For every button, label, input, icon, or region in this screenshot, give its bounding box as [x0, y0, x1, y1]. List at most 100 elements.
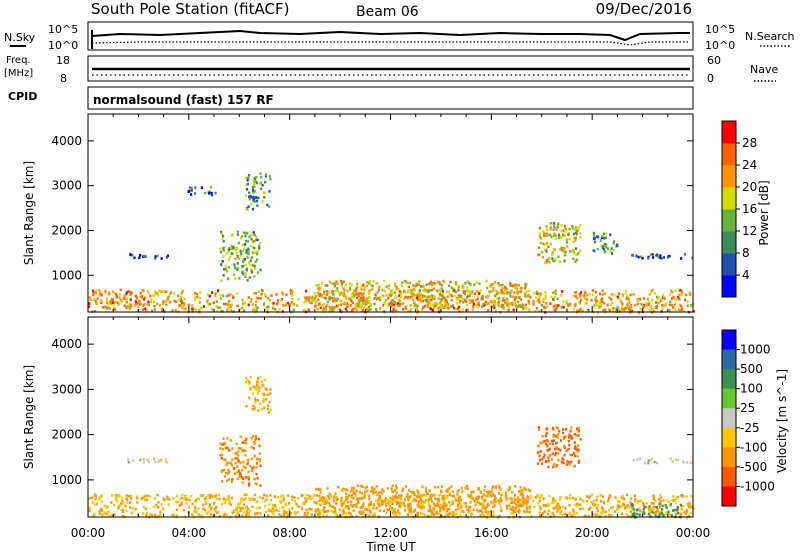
velocity-cell: [224, 442, 227, 445]
power-cell: [296, 304, 299, 307]
power-cell: [167, 295, 170, 299]
velocity-cell: [352, 509, 355, 512]
velocity-cell: [548, 454, 551, 457]
power-cell: [417, 309, 420, 313]
velocity-cell: [141, 512, 145, 515]
velocity-cell: [551, 511, 554, 515]
power-cell: [464, 289, 467, 293]
velocity-cell: [304, 497, 307, 500]
power-cell: [602, 308, 605, 312]
velocity-cell: [584, 514, 587, 517]
velocity-cell: [151, 513, 154, 517]
velocity-cell: [239, 461, 242, 464]
power-cell: [536, 292, 539, 295]
power-cell: [560, 224, 563, 227]
velocity-cell: [236, 470, 239, 474]
power-cell: [323, 307, 326, 311]
power-cell: [352, 295, 355, 299]
velocity-cell: [444, 502, 447, 505]
power-cell: [677, 295, 680, 299]
velocity-cell: [675, 512, 678, 516]
power-cell: [552, 228, 555, 231]
power-cell: [207, 302, 210, 306]
velocity-cell: [504, 491, 507, 494]
velocity-cell: [186, 497, 189, 500]
velocity-cell: [601, 512, 604, 515]
power-cell: [545, 225, 548, 228]
power-cell: [661, 307, 664, 310]
power-cell: [621, 302, 624, 306]
velocity-cell: [537, 502, 540, 505]
velocity-cell: [552, 497, 555, 500]
velocity-cell: [520, 489, 523, 492]
velocity-y-tick-label: 1000: [51, 473, 82, 487]
velocity-cell: [487, 503, 490, 507]
power-cell: [290, 301, 293, 304]
power-cell: [391, 292, 394, 295]
power-cell: [365, 301, 368, 304]
velocity-cell: [655, 505, 658, 509]
power-cell: [252, 191, 255, 194]
velocity-cell: [599, 493, 602, 497]
velocity-cell: [657, 511, 660, 514]
velocity-cell: [244, 466, 247, 469]
velocity-cell: [539, 441, 542, 444]
power-colorbar-tick-label: 24: [742, 158, 757, 172]
velocity-cell: [480, 509, 483, 513]
power-cell: [194, 291, 197, 295]
power-cell: [605, 246, 608, 249]
velocity-cell: [596, 506, 599, 510]
velocity-cell: [548, 504, 551, 507]
power-cell: [198, 296, 202, 300]
velocity-cell: [325, 514, 329, 518]
velocity-cell: [249, 388, 252, 391]
velocity-cell: [241, 449, 244, 453]
power-cell: [385, 293, 388, 297]
velocity-cell: [373, 487, 376, 490]
power-cell: [506, 291, 509, 294]
velocity-cell: [452, 494, 455, 498]
velocity-cell: [188, 498, 191, 502]
power-cell: [393, 291, 397, 294]
velocity-cell: [489, 513, 492, 516]
power-cell: [613, 293, 616, 296]
velocity-cell: [350, 500, 353, 504]
power-cell: [561, 248, 564, 252]
power-cell: [173, 292, 176, 295]
power-cell: [596, 304, 599, 307]
velocity-cell: [181, 493, 184, 497]
power-cell: [398, 299, 401, 302]
velocity-cell: [416, 503, 419, 506]
power-cell: [470, 291, 473, 295]
power-cell: [683, 298, 687, 302]
power-cell: [640, 303, 643, 306]
velocity-cell: [458, 502, 461, 505]
power-cell: [678, 289, 681, 293]
velocity-cell: [230, 496, 233, 500]
velocity-cell: [442, 508, 445, 511]
power-cell: [222, 255, 225, 258]
velocity-cell: [259, 402, 262, 406]
velocity-cell: [239, 435, 242, 439]
power-cell: [246, 240, 250, 243]
velocity-cell: [240, 476, 243, 479]
power-cell: [253, 267, 257, 270]
power-cell: [506, 300, 509, 303]
power-cell: [333, 308, 336, 312]
power-cell: [261, 200, 264, 203]
velocity-cell: [518, 511, 521, 514]
velocity-cell: [577, 461, 580, 465]
velocity-cell: [563, 446, 566, 449]
velocity-cell: [247, 511, 250, 515]
power-cell: [504, 288, 507, 291]
velocity-cell: [380, 500, 383, 504]
power-cell: [624, 289, 628, 293]
power-cell: [179, 297, 182, 301]
velocity-cell: [381, 488, 384, 491]
velocity-colorbar-tick-label: 25: [740, 401, 755, 415]
power-cell: [439, 283, 442, 286]
velocity-cell: [391, 484, 394, 488]
power-cell: [95, 289, 98, 292]
velocity-cell: [254, 438, 257, 442]
velocity-cell: [540, 493, 543, 497]
